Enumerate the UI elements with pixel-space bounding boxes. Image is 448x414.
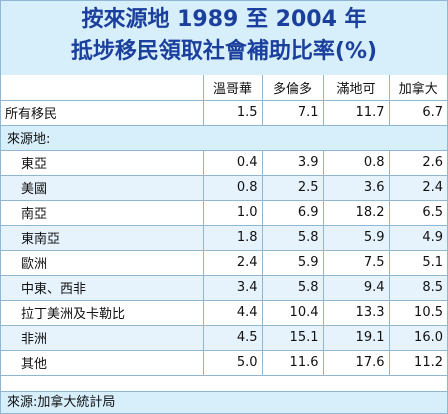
- value-cell: 2.6: [389, 150, 447, 176]
- table-row: 拉丁美洲及卡勒比 4.4 10.4 13.3 10.5: [1, 300, 447, 326]
- row-label: 歐洲: [1, 250, 204, 276]
- value-cell: 0.8: [203, 175, 263, 201]
- table-row: 南亞 1.0 6.9 18.2 6.5: [1, 200, 447, 226]
- source-note: 來源:加拿大統計局: [1, 391, 447, 413]
- row-label: 東亞: [1, 150, 204, 176]
- row-label: 東南亞: [1, 225, 204, 251]
- value-cell: 9.4: [323, 275, 390, 301]
- value-cell: 1.5: [203, 100, 263, 126]
- value-cell: 6.9: [262, 200, 324, 226]
- value-cell: 2.4: [389, 175, 447, 201]
- value-cell: 15.1: [262, 325, 324, 351]
- value-cell: 5.0: [203, 350, 263, 376]
- value-cell: 18.2: [323, 200, 390, 226]
- value-cell: 13.3: [323, 300, 390, 326]
- value-cell: 1.8: [203, 225, 263, 251]
- row-label: 中東、西非: [1, 275, 204, 301]
- value-cell: 4.4: [203, 300, 263, 326]
- header-row: 溫哥華 多倫多 滿地可 加拿大: [1, 75, 447, 101]
- value-cell: 4.9: [389, 225, 447, 251]
- value-cell: 11.6: [262, 350, 324, 376]
- section-row: 來源地:: [1, 125, 447, 151]
- row-label: 所有移民: [1, 100, 204, 126]
- section-label: 來源地:: [1, 125, 447, 151]
- table-row: 歐洲 2.4 5.9 7.5 5.1: [1, 250, 447, 276]
- value-cell: 0.8: [323, 150, 390, 176]
- value-cell: 19.1: [323, 325, 390, 351]
- value-cell: 5.9: [323, 225, 390, 251]
- value-cell: 17.6: [323, 350, 390, 376]
- value-cell: 6.7: [389, 100, 447, 126]
- value-cell: 5.1: [389, 250, 447, 276]
- value-cell: 7.1: [262, 100, 324, 126]
- value-cell: 3.4: [203, 275, 263, 301]
- table-row: 美國 0.8 2.5 3.6 2.4: [1, 175, 447, 201]
- column-header: 多倫多: [262, 75, 324, 101]
- column-header: 加拿大: [389, 75, 447, 101]
- value-cell: 4.5: [203, 325, 263, 351]
- corner-cell: [1, 75, 204, 101]
- value-cell: 5.9: [262, 250, 324, 276]
- value-cell: 11.2: [389, 350, 447, 376]
- value-cell: 7.5: [323, 250, 390, 276]
- value-cell: 10.5: [389, 300, 447, 326]
- value-cell: 5.8: [262, 225, 324, 251]
- value-cell: 0.4: [203, 150, 263, 176]
- table-row: 非洲 4.5 15.1 19.1 16.0: [1, 325, 447, 351]
- title-line-2: 抵埗移民領取社會補助比率(%): [70, 39, 378, 64]
- value-cell: 10.4: [262, 300, 324, 326]
- overall-row: 所有移民 1.5 7.1 11.7 6.7: [1, 100, 447, 126]
- table-row: 東亞 0.4 3.9 0.8 2.6: [1, 150, 447, 176]
- table-row: 其他 5.0 11.6 17.6 11.2: [1, 350, 447, 376]
- value-cell: 2.4: [203, 250, 263, 276]
- value-cell: 2.5: [262, 175, 324, 201]
- table-row: 中東、西非 3.4 5.8 9.4 8.5: [1, 275, 447, 301]
- title-line-1: 按來源地 1989 至 2004 年: [81, 7, 367, 32]
- value-cell: 11.7: [323, 100, 390, 126]
- value-cell: 16.0: [389, 325, 447, 351]
- row-label: 南亞: [1, 200, 204, 226]
- value-cell: 6.5: [389, 200, 447, 226]
- column-header: 滿地可: [323, 75, 390, 101]
- value-cell: 1.0: [203, 200, 263, 226]
- row-label: 拉丁美洲及卡勒比: [1, 300, 204, 326]
- title-banner: 按來源地 1989 至 2004 年 抵埗移民領取社會補助比率(%): [1, 1, 447, 76]
- table-row: 東南亞 1.8 5.8 5.9 4.9: [1, 225, 447, 251]
- row-label: 其他: [1, 350, 204, 376]
- value-cell: 3.6: [323, 175, 390, 201]
- data-table: 溫哥華 多倫多 滿地可 加拿大 所有移民 1.5 7.1 11.7 6.7 來源…: [1, 75, 447, 376]
- row-label: 美國: [1, 175, 204, 201]
- column-header: 溫哥華: [203, 75, 263, 101]
- value-cell: 5.8: [262, 275, 324, 301]
- value-cell: 3.9: [262, 150, 324, 176]
- value-cell: 8.5: [389, 275, 447, 301]
- row-label: 非洲: [1, 325, 204, 351]
